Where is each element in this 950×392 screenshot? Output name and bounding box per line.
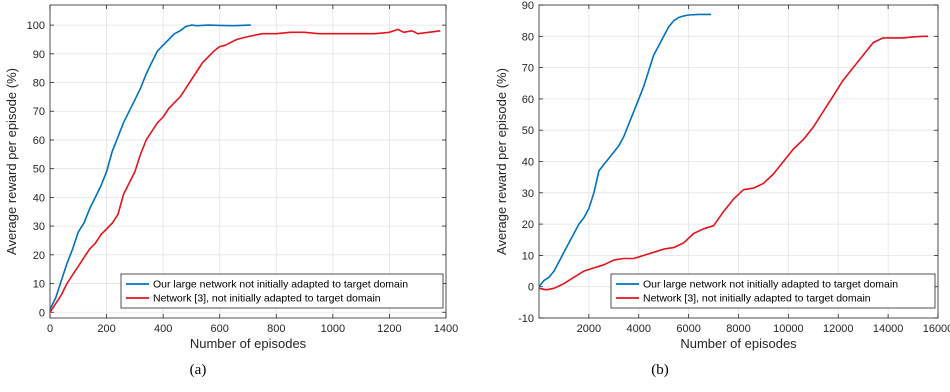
x-tick-label: 1200	[377, 323, 401, 335]
legend: Our large network not initially adapted …	[610, 273, 936, 309]
x-tick-label: 600	[211, 323, 229, 335]
x-tick-label: 6000	[676, 323, 700, 335]
y-tick-label: 70	[33, 106, 45, 118]
x-tick-label: 200	[97, 323, 115, 335]
y-tick-label: 90	[522, 0, 534, 12]
y-tick-label: 60	[522, 94, 534, 106]
x-tick-label: 800	[267, 323, 285, 335]
y-tick-label: 50	[33, 164, 45, 176]
y-tick-label: 30	[522, 188, 534, 200]
series-line-ours	[538, 13, 712, 288]
axes-box	[49, 4, 447, 319]
legend-label: Our large network not initially adapted …	[153, 279, 408, 291]
x-axis-label: Number of episodes	[190, 336, 307, 351]
y-tick-label: 80	[33, 78, 45, 90]
legend: Our large network not initially adapted …	[120, 273, 444, 309]
x-tick-label: 16000	[923, 323, 950, 335]
series-line-network-3	[49, 28, 441, 313]
series-line-network-3	[538, 35, 928, 291]
legend-label: Network [3], not initially adapted to ta…	[153, 293, 381, 305]
y-tick-label: 60	[33, 135, 45, 147]
y-tick-label: 80	[522, 31, 534, 43]
chart-b: 2000 4000 6000 8000 10000 12000 14000 16000 -10 0…	[494, 0, 950, 351]
x-tick-label: 2000	[577, 323, 601, 335]
y-axis-label: Average reward per episode (%)	[4, 68, 19, 255]
y-tick-label: -10	[518, 313, 534, 325]
y-tick-label: 0	[528, 282, 534, 294]
x-tick-label: 8000	[726, 323, 750, 335]
chart-a: 0 200 400 600 800 1000 1200 1400 0 10 20 30 40 50 60 70…	[4, 4, 458, 351]
y-tick-label: 40	[33, 192, 45, 204]
y-tick-label: 40	[522, 157, 534, 169]
x-tick-label: 1400	[434, 323, 458, 335]
x-tick-label: 0	[47, 323, 53, 335]
x-axis-label: Number of episodes	[680, 336, 797, 351]
plot-area	[50, 5, 446, 318]
x-tick-label: 14000	[873, 323, 904, 335]
y-tick-label: 70	[522, 63, 534, 75]
y-tick-label: 30	[33, 221, 45, 233]
legend-label: Our large network not initially adapted …	[643, 279, 898, 291]
y-tick-label: 20	[522, 219, 534, 231]
y-tick-label: 100	[27, 20, 45, 32]
legend-label: Network [3], not initially adapted to ta…	[643, 293, 871, 305]
y-tick-label: 0	[39, 307, 45, 319]
caption-a: (a)	[189, 362, 207, 378]
x-tick-label: 400	[154, 323, 172, 335]
y-tick-label: 90	[33, 49, 45, 61]
x-tick-label: 12000	[823, 323, 854, 335]
x-tick-label: 10000	[773, 323, 804, 335]
legend-box	[120, 273, 444, 309]
y-axis-label: Average reward per episode (%)	[494, 68, 509, 255]
caption-b: (b)	[651, 362, 669, 378]
y-tick-label: 10	[33, 279, 45, 291]
x-tick-label: 4000	[627, 323, 651, 335]
series-line-ours	[49, 24, 251, 310]
legend-box	[610, 273, 936, 309]
y-tick-label: 50	[522, 125, 534, 137]
y-tick-label: 20	[33, 250, 45, 262]
y-tick-label: 10	[522, 250, 534, 262]
x-tick-label: 1000	[321, 323, 345, 335]
